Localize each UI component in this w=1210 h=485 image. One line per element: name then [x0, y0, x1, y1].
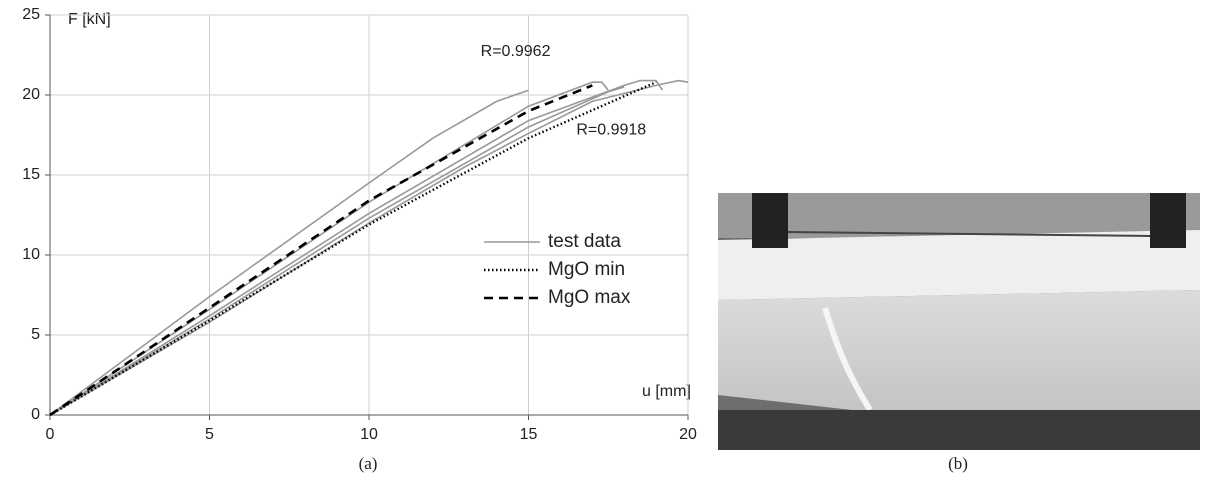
data-line — [49, 79, 689, 416]
photo — [718, 193, 1200, 450]
data-line — [49, 81, 609, 416]
legend-label: test data — [548, 231, 621, 252]
annotation: R=0.9962 — [481, 43, 551, 60]
y-tick-label: 10 — [22, 246, 40, 263]
data-line — [49, 79, 664, 416]
annotation: R=0.9918 — [576, 121, 646, 138]
data-line — [49, 84, 593, 417]
legend-label: MgO min — [548, 259, 625, 280]
x-tick-label: 15 — [520, 426, 538, 443]
y-tick-label: 20 — [22, 86, 40, 103]
y-tick-label: 25 — [22, 6, 40, 23]
y-tick-label: 5 — [31, 326, 40, 343]
x-axis-label: u [mm] — [642, 383, 691, 400]
x-tick-label: 20 — [679, 426, 697, 443]
y-axis-label: F [kN] — [68, 11, 111, 28]
data-line — [49, 86, 625, 416]
x-tick-label: 10 — [360, 426, 378, 443]
data-line — [49, 89, 529, 416]
y-tick-label: 15 — [22, 166, 40, 183]
legend-label: MgO max — [548, 287, 631, 308]
y-tick-label: 0 — [31, 406, 40, 423]
x-tick-label: 5 — [205, 426, 214, 443]
caption: (b) — [948, 454, 968, 473]
x-tick-label: 0 — [46, 426, 55, 443]
caption: (a) — [359, 454, 378, 473]
